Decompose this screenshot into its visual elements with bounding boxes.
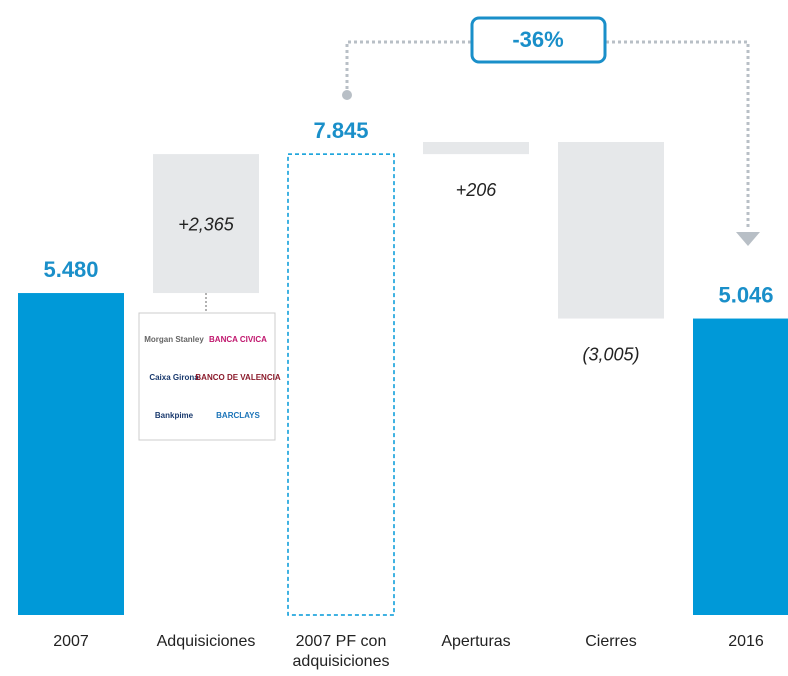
annotation-box [470,16,607,64]
x-tick-label: Aperturas [441,633,511,650]
logo-text: BARCLAYS [216,411,260,420]
x-tick-label: Adquisiciones [156,633,256,650]
logo-text: BANCA CIVICA [209,335,267,344]
value-label: (3,005) [582,344,639,364]
value-label: +206 [456,180,498,200]
value-label: +2,365 [178,214,235,234]
logo-text: Morgan Stanley [144,335,204,344]
x-tick-label: 2007 [53,633,89,650]
bar [287,153,395,616]
logo-box [138,312,276,441]
annotation-bracket [345,40,750,228]
x-tick-label: 2016 [728,633,764,650]
logo-text: Bankpime [155,411,194,420]
x-tick-label: Cierres [585,633,637,650]
bar [153,154,259,294]
bracket-arrow [736,232,760,246]
value-label: 5.480 [43,257,98,282]
bar [423,142,529,155]
x-tick-label: 2007 PF con adquisiciones [292,633,390,670]
bar [18,293,124,615]
value-label: 5.046 [718,282,773,307]
bracket-dot [342,90,352,100]
bar [558,142,664,319]
bar [693,318,788,615]
logo-text: Caixa Girona [149,373,199,382]
logo-text: BANCO DE VALENCIA [195,373,280,382]
annotation-text: -36% [512,27,563,52]
value-label: 7.845 [313,118,368,143]
